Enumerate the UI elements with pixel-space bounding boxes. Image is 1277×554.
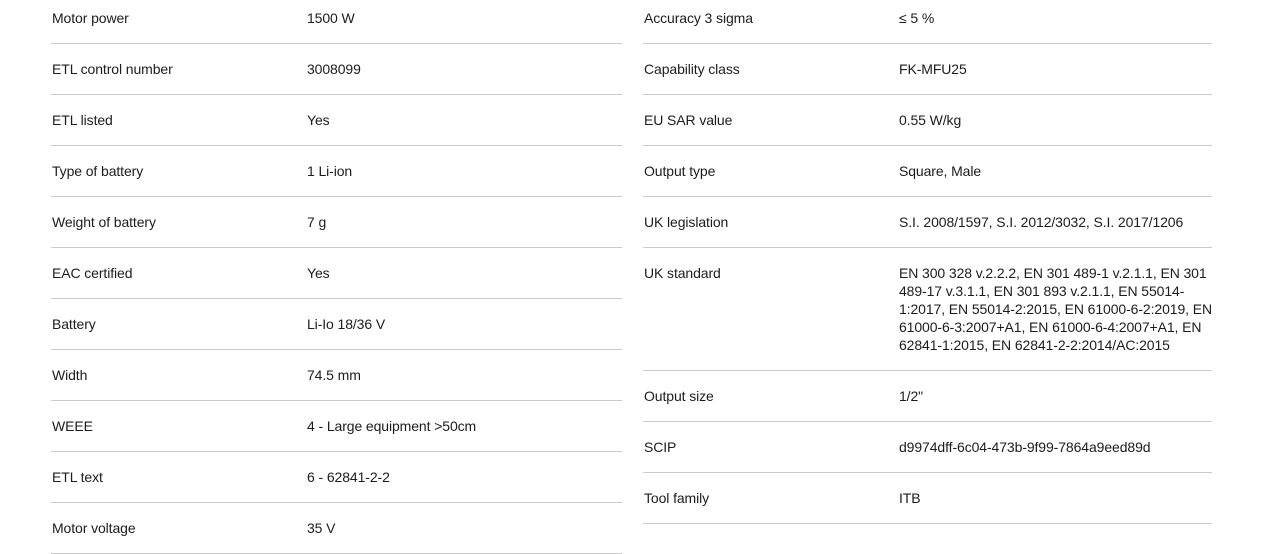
spec-row: Accuracy 3 sigma ≤ 5 % <box>643 0 1212 44</box>
spec-row: Width 74.5 mm <box>51 350 622 401</box>
spec-value: 7 g <box>307 214 327 230</box>
spec-value: ≤ 5 % <box>899 10 935 26</box>
spec-value: Yes <box>307 265 330 281</box>
spec-row: ETL control number 3008099 <box>51 44 622 95</box>
spec-value: Square, Male <box>899 163 982 179</box>
spec-value: 1500 W <box>307 10 355 26</box>
spec-value: FK-MFU25 <box>899 61 967 77</box>
spec-label: ETL listed <box>52 112 113 128</box>
spec-label: Accuracy 3 sigma <box>644 10 753 26</box>
spec-row: Battery Li-Io 18/36 V <box>51 299 622 350</box>
spec-value: 6 - 62841-2-2 <box>307 469 390 485</box>
spec-value: 1/2" <box>899 388 924 404</box>
spec-value: 1 Li-ion <box>307 163 353 179</box>
spec-label: ETL control number <box>52 61 173 77</box>
spec-label: Battery <box>52 316 96 332</box>
spec-label: Weight of battery <box>52 214 156 230</box>
spec-label: Tool family <box>644 490 710 506</box>
spec-row: EAC certified Yes <box>51 248 622 299</box>
spec-value: 4 - Large equipment >50cm <box>307 418 477 434</box>
spec-row: UK standard EN 300 328 v.2.2.2, EN 301 4… <box>643 248 1212 371</box>
spec-value: Li-Io 18/36 V <box>307 316 386 332</box>
spec-row: ETL listed Yes <box>51 95 622 146</box>
spec-label: Width <box>52 367 88 383</box>
spec-value: d9974dff-6c04-473b-9f99-7864a9eed89d <box>899 439 1151 455</box>
spec-label: WEEE <box>52 418 93 434</box>
spec-label: UK legislation <box>644 214 729 230</box>
spec-value: S.I. 2008/1597, S.I. 2012/3032, S.I. 201… <box>899 214 1184 230</box>
spec-label: EAC certified <box>52 265 133 281</box>
spec-row: WEEE 4 - Large equipment >50cm <box>51 401 622 452</box>
spec-row: Weight of battery 7 g <box>51 197 622 248</box>
spec-value: ITB <box>899 490 921 506</box>
spec-label: ETL text <box>52 469 103 485</box>
spec-table-left: Motor power 1500 W ETL control number 30… <box>51 0 622 554</box>
spec-label: Output size <box>644 388 714 404</box>
spec-label: UK standard <box>644 265 721 281</box>
spec-value: 3008099 <box>307 61 361 77</box>
spec-row: Capability class FK-MFU25 <box>643 44 1212 95</box>
spec-label: Output type <box>644 163 716 179</box>
spec-label: Type of battery <box>52 163 144 179</box>
spec-label: SCIP <box>644 439 677 455</box>
spec-label: Motor voltage <box>52 520 136 536</box>
spec-row: Tool family ITB <box>643 473 1212 524</box>
spec-value: 35 V <box>307 520 336 536</box>
spec-row: UK legislation S.I. 2008/1597, S.I. 2012… <box>643 197 1212 248</box>
spec-row: SCIP d9974dff-6c04-473b-9f99-7864a9eed89… <box>643 422 1212 473</box>
spec-label: Motor power <box>52 10 129 26</box>
spec-value: EN 300 328 v.2.2.2, EN 301 489-1 v.2.1.1… <box>899 265 1212 353</box>
spec-label: Capability class <box>644 61 740 77</box>
spec-label: EU SAR value <box>644 112 733 128</box>
spec-row: Motor power 1500 W <box>51 0 622 44</box>
spec-value: 74.5 mm <box>307 367 361 383</box>
spec-row: Motor voltage 35 V <box>51 503 622 554</box>
spec-row: ETL text 6 - 62841-2-2 <box>51 452 622 503</box>
spec-value: 0.55 W/kg <box>899 112 962 128</box>
spec-row: Type of battery 1 Li-ion <box>51 146 622 197</box>
spec-row: Output size 1/2" <box>643 371 1212 422</box>
spec-row: Output type Square, Male <box>643 146 1212 197</box>
spec-value: Yes <box>307 112 330 128</box>
spec-table-right: Accuracy 3 sigma ≤ 5 % Capability class … <box>643 0 1212 524</box>
spec-row: EU SAR value 0.55 W/kg <box>643 95 1212 146</box>
